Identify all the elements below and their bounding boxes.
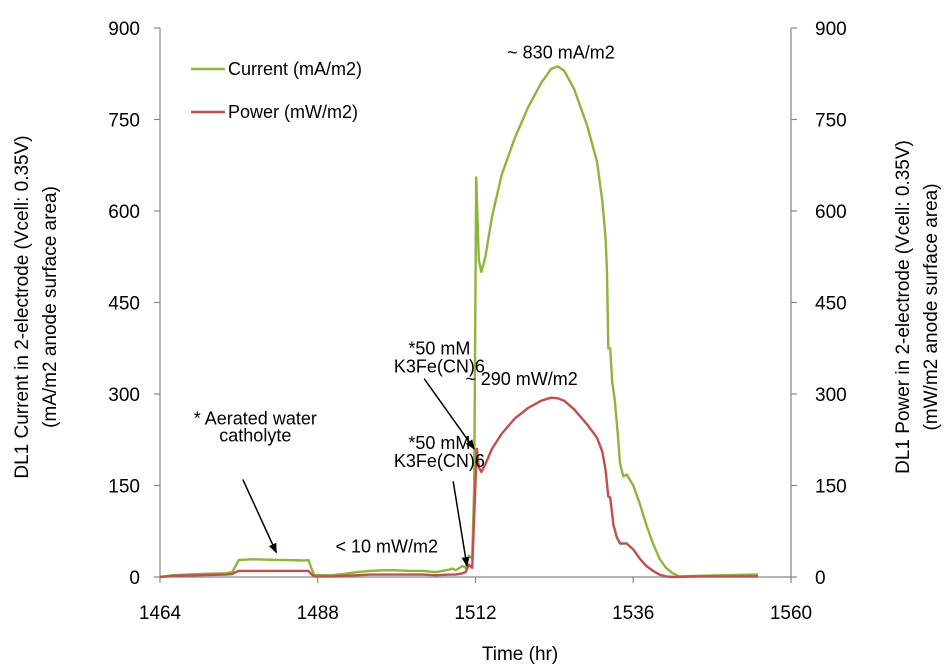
annotation-label: ~ 290 mW/m2 (465, 369, 578, 389)
annotation-label: * Aerated water (194, 409, 317, 429)
y-left-tick-label: 0 (129, 568, 140, 589)
legend-label-power: Power (mW/m2) (228, 102, 358, 122)
x-tick-label: 1560 (770, 603, 812, 624)
annotation-label: K3Fe(CN)6 (394, 357, 485, 377)
annotation-label: *50 mM (408, 433, 470, 453)
y-left-tick-label: 600 (108, 202, 140, 223)
y-axis-left-title-line1: DL1 Current in 2-electrode (Vcell: 0.35V… (12, 135, 33, 478)
y-right-tick-label: 300 (815, 385, 847, 406)
annotation-arrow (242, 479, 278, 554)
y-axis-left-title-line2: (mA/m2 anode surface area) (40, 186, 61, 428)
y-right-tick-label: 900 (815, 19, 847, 40)
y-right-tick-label: 600 (815, 202, 847, 223)
y-axis-right-title-line2: (mW/m2 anode surface area) (921, 183, 942, 430)
annotation-arrow (423, 378, 475, 450)
y-left-tick-label: 300 (108, 385, 140, 406)
y-left-tick-label: 900 (108, 19, 140, 40)
x-tick-label: 1488 (297, 603, 339, 624)
legend-label-current: Current (mA/m2) (228, 59, 362, 79)
y-right-tick-label: 750 (815, 111, 847, 132)
annotation-label: ~ 830 mA/m2 (507, 43, 615, 63)
series-line-current (159, 65, 759, 579)
annotation-label: < 10 mW/m2 (336, 537, 439, 557)
y-right-tick-label: 450 (815, 294, 847, 315)
y-right-tick-label: 150 (815, 477, 847, 498)
legend: Current (mA/m2) Power (mW/m2) (191, 59, 362, 122)
y-left-tick-label: 750 (108, 111, 140, 132)
y-right-tick-label: 0 (815, 568, 826, 589)
series-line-power (159, 396, 759, 579)
annotation-label: catholyte (219, 426, 291, 446)
y-axis-right-title-line1: DL1 Power in 2-electrode (Vcell: 0.35V) (893, 140, 914, 474)
x-axis-title: Time (hr) (482, 644, 558, 665)
annotation-label: *50 mM (408, 338, 470, 358)
y-left-tick-label: 150 (108, 477, 140, 498)
x-tick-label: 1464 (139, 603, 182, 624)
x-tick-label: 1536 (612, 603, 654, 624)
annotation-arrow (452, 481, 470, 568)
annotation-label: K3Fe(CN)6 (394, 451, 485, 471)
y-left-tick-label: 450 (108, 294, 140, 315)
x-tick-label: 1512 (454, 603, 496, 624)
